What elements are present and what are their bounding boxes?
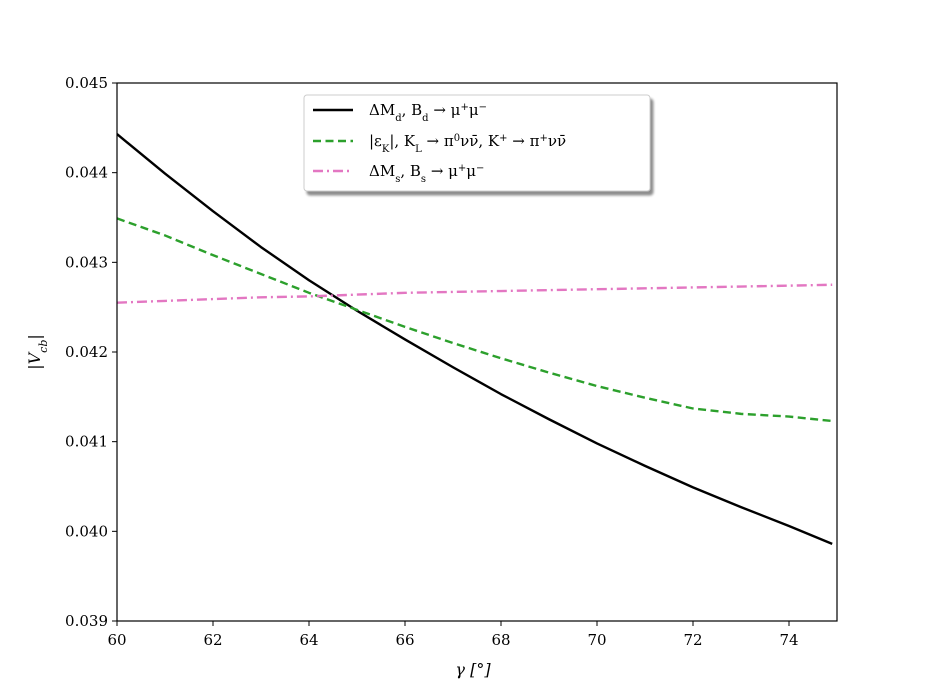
series-line-delta-md (117, 133, 833, 545)
y-tick-label: 0.045 (65, 74, 108, 92)
x-tick-label: 64 (299, 631, 318, 649)
legend (303, 94, 651, 192)
x-tick-label: 72 (683, 631, 702, 649)
x-tick-label: 74 (779, 631, 798, 649)
x-tick-label: 70 (587, 631, 606, 649)
y-tick-label: 0.044 (65, 164, 108, 182)
y-tick-label: 0.039 (65, 612, 108, 630)
x-axis-title: γ [°] (455, 660, 491, 679)
x-tick-label: 62 (203, 631, 222, 649)
y-tick-label: 0.043 (65, 253, 108, 271)
series-line-epsilon-k (117, 217, 833, 423)
y-axis-title: |Vcb| (25, 334, 50, 370)
y-tick-label: 0.040 (65, 522, 108, 540)
x-tick-label: 60 (107, 631, 126, 649)
series-line-delta-ms (117, 283, 833, 304)
x-tick-label: 68 (491, 631, 510, 649)
y-tick-label: 0.042 (65, 343, 108, 361)
x-tick-label: 66 (395, 631, 414, 649)
y-tick-label: 0.041 (65, 433, 108, 451)
